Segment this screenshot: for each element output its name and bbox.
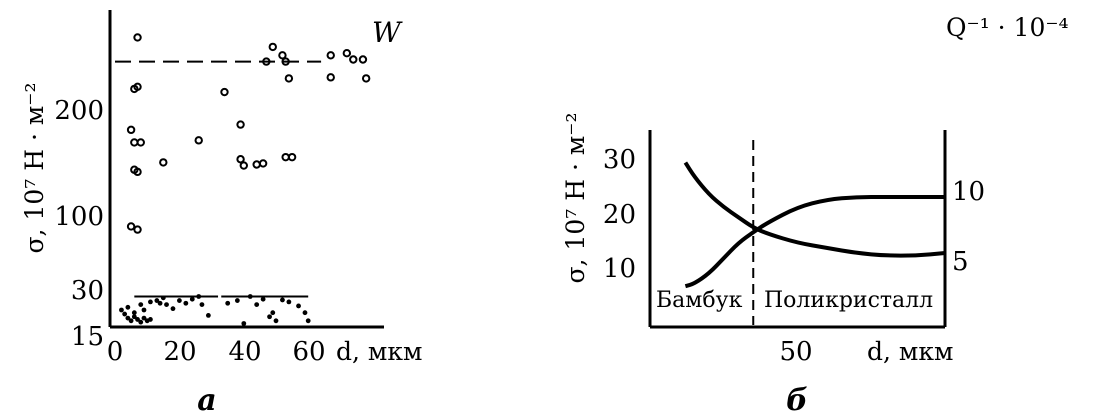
panel-a-xtick-60: 60: [292, 337, 325, 367]
panel-b-ytick-20: 20: [603, 200, 636, 230]
region-label-polycrystal: Поликристалл: [764, 288, 933, 313]
panel-a-filled-point: [260, 296, 266, 302]
panel-a-open-point: [326, 73, 335, 82]
panel-a-open-point: [236, 155, 245, 164]
panel-a-reference-lines: [115, 60, 322, 298]
panel-a-xtick-40: 40: [228, 337, 261, 367]
panel-b-ytick-10: 10: [603, 254, 636, 284]
panel-b-y2-label: Q⁻¹ · 10⁻⁴: [946, 13, 1069, 42]
panel-a-filled-point: [141, 315, 147, 321]
panel-a-filled-point: [225, 300, 231, 306]
panel-a-filled-point: [205, 313, 211, 318]
panel-a-filled-point: [125, 315, 131, 321]
panel-a-filled-point: [131, 314, 137, 320]
panel-a-filled-point: [305, 318, 311, 324]
panel-b-ytick-30: 30: [603, 145, 636, 175]
panel-a-open-point: [258, 159, 268, 168]
panel-b-x-label: d, мкм: [867, 337, 953, 366]
panel-a-open-point: [268, 42, 277, 52]
panel-a-filled-point: [273, 318, 279, 324]
panel-a-filled-point: [267, 314, 272, 320]
panel-a-open-point: [358, 55, 368, 64]
panel-a-open-point: [284, 74, 294, 83]
panel-a-open-point: [133, 167, 142, 177]
panel-b-q-curve: [683, 161, 946, 258]
panel-a: W 15 30 100 200 0 20 40 60 d, мкм σ, 10⁷…: [20, 10, 422, 418]
panel-a-open-point: [159, 158, 168, 167]
panel-a-open-point: [252, 160, 261, 169]
panel-a-open-point: [133, 33, 142, 42]
panel-a-filled-point: [157, 300, 163, 306]
panel-a-w-label: W: [372, 16, 403, 49]
panel-a-open-point: [349, 55, 358, 64]
panel-b-caption: б: [786, 383, 808, 418]
panel-a-filled-point: [270, 310, 276, 316]
panel-a-open-point: [342, 49, 352, 58]
panel-a-open-point: [194, 136, 203, 145]
panel-a-filled-point: [141, 307, 147, 313]
panel-a-filled-point: [254, 302, 260, 307]
panel-a-filled-point: [170, 306, 176, 312]
panel-a-y-label: σ, 10⁷ Н · м⁻²: [20, 82, 49, 253]
panel-a-open-point: [236, 120, 245, 129]
panel-a-points: [119, 33, 371, 326]
panel-a-filled-point: [286, 299, 292, 305]
panel-b: 30 20 10 10 5 50 d, мкм σ, 10⁷ Н · м⁻² Q…: [561, 13, 1069, 418]
panel-a-ytick-200: 200: [54, 96, 104, 126]
panel-a-filled-point: [164, 302, 169, 307]
panel-a-ytick-15: 15: [71, 322, 104, 352]
panel-a-open-point: [278, 51, 287, 60]
panel-a-open-point: [220, 87, 229, 97]
panel-a-ytick-30: 30: [71, 276, 104, 306]
panel-a-filled-point: [125, 304, 131, 310]
panel-a-open-point: [361, 74, 371, 83]
panel-b-sigma-curve: [684, 194, 945, 289]
panel-a-filled-point: [122, 311, 128, 317]
panel-a-filled-point: [183, 300, 189, 306]
panel-a-filled-point: [148, 299, 153, 305]
panel-a-filled-point: [138, 319, 144, 325]
panel-a-filled-point: [131, 310, 137, 316]
panel-a-open-point: [239, 161, 249, 170]
panel-b-xtick-50: 50: [779, 337, 812, 367]
panel-a-filled-point: [119, 307, 124, 313]
panel-a-open-point: [133, 82, 142, 92]
panel-a-filled-point: [234, 298, 240, 303]
panel-a-caption: а: [197, 383, 216, 418]
panel-a-ytick-100: 100: [54, 202, 104, 232]
region-label-bamboo: Бамбук: [656, 288, 743, 313]
panel-a-filled-point: [280, 297, 285, 303]
panel-a-open-point: [326, 51, 335, 60]
panel-a-filled-point: [138, 302, 144, 307]
panel-a-open-point: [133, 225, 142, 234]
panel-a-xtick-0: 0: [107, 337, 124, 367]
panel-b-y2tick-10: 10: [952, 177, 985, 207]
panel-a-filled-point: [154, 298, 160, 303]
panel-a-open-point: [287, 152, 297, 162]
panel-a-open-point: [281, 152, 290, 162]
panel-a-filled-point: [296, 303, 301, 309]
panel-a-filled-point: [241, 321, 247, 326]
panel-a-filled-point: [128, 318, 134, 324]
panel-a-xtick-20: 20: [163, 337, 196, 367]
panel-a-open-point: [126, 222, 136, 231]
panel-a-filled-point: [148, 317, 153, 322]
panel-b-y2tick-5: 5: [952, 247, 969, 277]
panel-a-x-label: d, мкм: [336, 337, 422, 366]
panel-a-filled-point: [177, 298, 182, 303]
panel-a-open-point: [136, 138, 145, 147]
panel-a-filled-point: [189, 296, 195, 302]
panel-a-filled-point: [135, 317, 140, 322]
panel-a-filled-point: [302, 310, 308, 316]
panel-b-y-label: σ, 10⁷ Н · м⁻²: [561, 112, 590, 283]
panel-a-open-point: [126, 125, 136, 135]
panel-a-filled-point: [199, 302, 205, 307]
